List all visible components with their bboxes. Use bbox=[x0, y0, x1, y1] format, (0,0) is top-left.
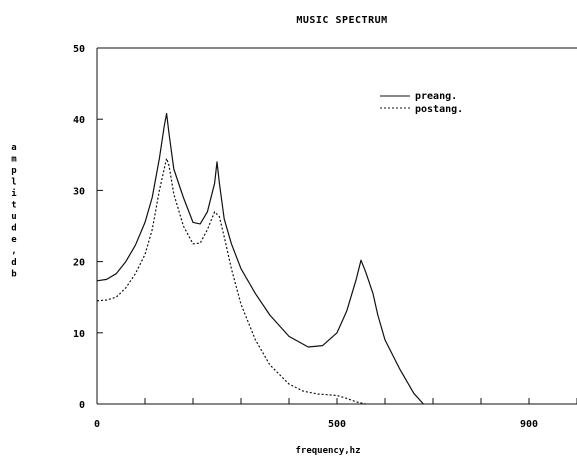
y-axis-label-char: t bbox=[11, 201, 16, 211]
y-tick-label: 0 bbox=[79, 400, 85, 411]
x-axis-label: frequency,hz bbox=[295, 446, 360, 456]
legend-label-preang: preang. bbox=[415, 91, 457, 102]
y-axis-label-char: e bbox=[11, 235, 17, 245]
chart-title: MUSIC SPECTRUM bbox=[296, 15, 387, 26]
y-axis-label-char: d bbox=[11, 224, 16, 234]
series-line-preang bbox=[96, 112, 424, 405]
y-axis-label-char: b bbox=[11, 270, 17, 280]
x-axis-ticks: 0 500 900 bbox=[94, 398, 577, 430]
y-axis-label-char: l bbox=[11, 178, 16, 188]
legend: preang. postang. bbox=[380, 91, 463, 115]
plot-frame bbox=[96, 47, 577, 405]
y-axis-label-char: u bbox=[11, 212, 16, 222]
x-tick-label: 0 bbox=[94, 419, 100, 430]
x-tick-label: 900 bbox=[520, 419, 538, 430]
x-tick-label: 500 bbox=[328, 419, 346, 430]
y-tick-label: 10 bbox=[73, 329, 85, 340]
series-layer bbox=[96, 112, 424, 405]
y-axis-label-char: p bbox=[11, 166, 17, 176]
y-tick-label: 50 bbox=[73, 44, 85, 55]
y-tick-label: 20 bbox=[73, 258, 85, 269]
y-axis-label-char: , bbox=[11, 247, 16, 257]
y-tick-label: 30 bbox=[73, 186, 85, 197]
y-axis-label-char: d bbox=[11, 258, 16, 268]
legend-label-postang: postang. bbox=[415, 104, 463, 115]
y-axis-label-char: i bbox=[11, 188, 17, 199]
series-line-postang bbox=[96, 157, 366, 405]
y-axis-label-char: a bbox=[11, 143, 16, 153]
y-tick-label: 40 bbox=[73, 115, 85, 126]
y-axis-ticks: 0 10 20 30 40 50 bbox=[73, 44, 103, 411]
y-axis-label-char: m bbox=[11, 155, 17, 165]
